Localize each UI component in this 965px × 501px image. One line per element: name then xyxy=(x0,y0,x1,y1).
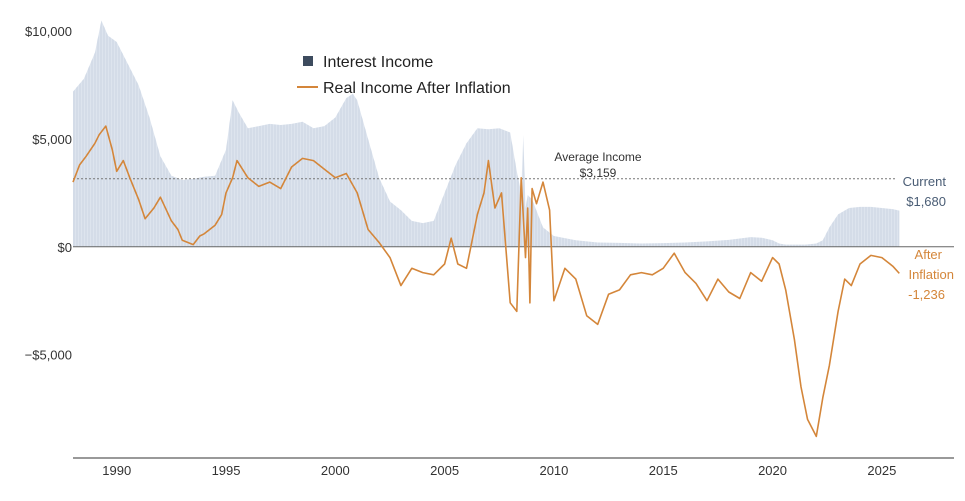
interest-income-area-series xyxy=(73,20,900,247)
x-tick-label: 1995 xyxy=(212,463,241,478)
y-tick-label: $5,000 xyxy=(32,132,72,147)
current-title: Current xyxy=(903,174,947,189)
real-income-line-series xyxy=(72,125,900,438)
current-annotation: Current $1,680 xyxy=(903,174,947,209)
after-inflation-line2: Inflation xyxy=(908,267,954,282)
legend-interest-income-label: Interest Income xyxy=(323,54,433,71)
x-tick-label: 2010 xyxy=(539,463,568,478)
y-tick-label: −$5,000 xyxy=(25,348,72,363)
y-axis-ticks: $10,000 $5,000 $0 −$5,000 xyxy=(25,24,72,362)
interest-income-area xyxy=(73,20,900,247)
x-tick-label: 2015 xyxy=(649,463,678,478)
y-tick-label: $0 xyxy=(58,240,72,255)
x-tick-label: 2020 xyxy=(758,463,787,478)
x-axis-ticks: 1990 1995 2000 2005 2010 2015 2020 2025 xyxy=(102,463,896,478)
legend-interest-income-swatch xyxy=(303,56,313,66)
real-income-line xyxy=(72,125,900,438)
legend: Interest Income Real Income After Inflat… xyxy=(297,54,511,97)
x-tick-label: 2000 xyxy=(321,463,350,478)
x-tick-label: 2025 xyxy=(867,463,896,478)
x-tick-label: 1990 xyxy=(102,463,131,478)
x-tick-label: 2005 xyxy=(430,463,459,478)
after-inflation-value: -1,236 xyxy=(908,287,945,302)
after-inflation-annotation: After Inflation -1,236 xyxy=(908,247,954,302)
legend-real-income-label: Real Income After Inflation xyxy=(323,80,511,97)
average-income-value: $3,159 xyxy=(580,166,617,180)
after-inflation-line1: After xyxy=(915,247,943,262)
current-value: $1,680 xyxy=(906,194,946,209)
y-tick-label: $10,000 xyxy=(25,24,72,39)
average-income-title: Average Income xyxy=(554,150,641,164)
average-income-annotation: Average Income $3,159 xyxy=(554,150,641,180)
